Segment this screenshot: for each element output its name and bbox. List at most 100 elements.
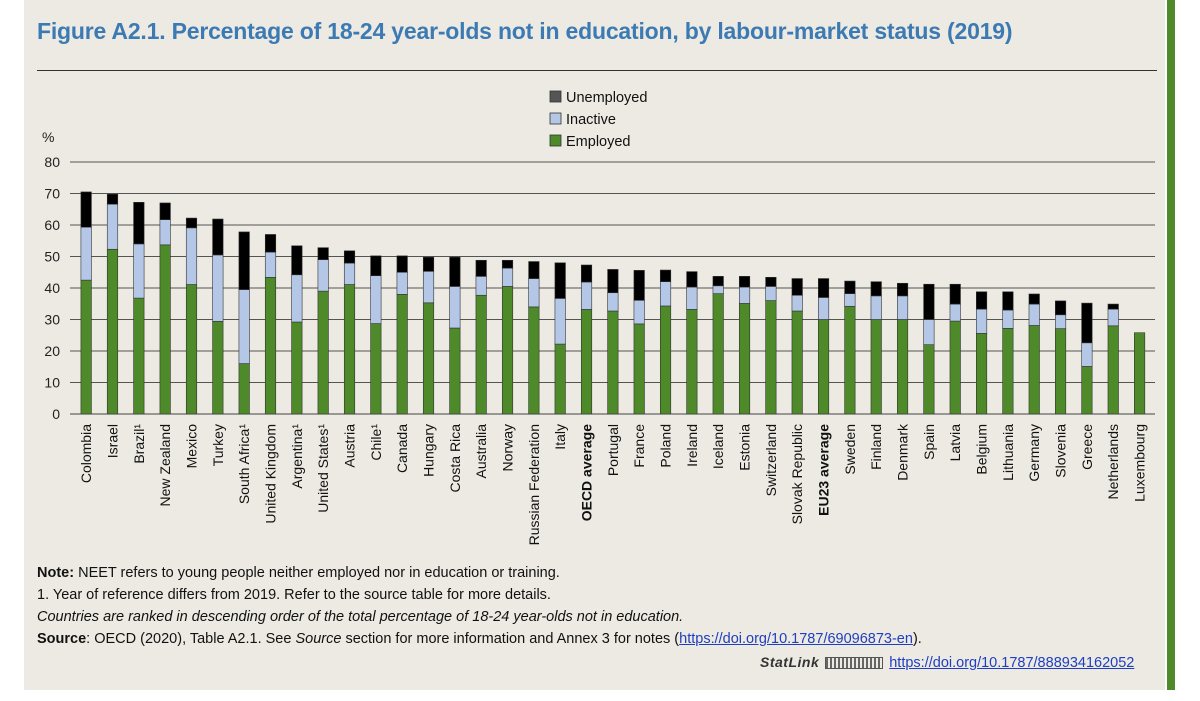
y-tick-label: 70 — [44, 186, 60, 202]
bar-segment-inactive — [976, 308, 988, 334]
y-axis-label: % — [42, 129, 54, 145]
bar-segment-unemployed — [449, 256, 461, 287]
bar-segment-unemployed — [949, 283, 961, 305]
note-label: Note: — [37, 565, 75, 581]
bar-segment-inactive — [949, 303, 961, 322]
bar-segment-employed — [1002, 328, 1014, 415]
bar-segment-employed — [765, 300, 777, 415]
bar-segment-unemployed — [133, 202, 145, 245]
category-label: Turkey — [210, 424, 226, 466]
category-label: Luxembourg — [1132, 424, 1148, 502]
bar-segment-inactive — [80, 226, 92, 281]
y-tick-label: 20 — [44, 343, 60, 359]
y-tick-label: 50 — [44, 249, 60, 265]
category-label: Denmark — [895, 423, 911, 481]
category-label: South Africa¹ — [236, 424, 252, 504]
bar-segment-inactive — [370, 275, 382, 324]
bar-segment-employed — [475, 294, 487, 415]
bar-segment-unemployed — [212, 218, 224, 256]
bar-segment-unemployed — [686, 271, 698, 288]
category-label: Italy — [552, 424, 568, 450]
y-tick-label: 30 — [44, 312, 60, 328]
bar-segment-employed — [80, 279, 92, 415]
y-tick-label: 0 — [52, 406, 60, 422]
bar-segment-unemployed — [1028, 293, 1040, 305]
category-label: United States¹ — [315, 424, 331, 513]
category-label: Spain — [921, 424, 937, 460]
category-label: Australia — [473, 424, 489, 479]
bar-segment-employed — [1107, 325, 1119, 415]
bar-segment-employed — [396, 293, 408, 415]
category-label: Portugal — [605, 424, 621, 476]
bar-segment-inactive — [1028, 303, 1040, 326]
category-label: Sweden — [842, 424, 858, 475]
category-label: Norway — [500, 424, 516, 471]
bar-segment-employed — [1134, 332, 1146, 415]
category-label: Netherlands — [1105, 424, 1121, 500]
bar-segment-inactive — [817, 297, 830, 320]
bar-segment-unemployed — [765, 276, 777, 287]
bar-segment-employed — [238, 363, 250, 415]
statlink: StatLink https://doi.org/10.1787/88893416… — [760, 654, 1134, 671]
bar-segment-unemployed — [580, 264, 593, 283]
bar-segment-inactive — [607, 292, 619, 312]
y-tick-label: 10 — [44, 375, 60, 391]
bar-segment-inactive — [106, 203, 119, 250]
category-label: Estonia — [737, 424, 753, 471]
category-label: Chile¹ — [368, 424, 384, 461]
bar-segment-inactive — [343, 262, 356, 285]
source-text-a: : OECD (2020), Table A2.1. See — [86, 631, 296, 647]
bar-segment-unemployed — [923, 283, 935, 320]
source-italic: Source — [295, 631, 342, 647]
note-text: NEET refers to young people neither empl… — [74, 565, 560, 581]
bar-segment-employed — [791, 310, 803, 415]
category-label: Brazil¹ — [131, 424, 147, 464]
y-tick-label: 80 — [44, 154, 60, 170]
bar-segment-inactive — [291, 274, 303, 323]
statlink-logo-icon — [825, 657, 884, 670]
category-label: Belgium — [974, 424, 990, 475]
bar-segment-unemployed — [370, 255, 382, 277]
category-label: Russian Federation — [526, 424, 542, 545]
category-label: Hungary — [421, 424, 437, 477]
source-label: Source — [37, 631, 87, 647]
bar-segment-inactive — [396, 271, 408, 295]
footnote-1: 1. Year of reference differs from 2019. … — [37, 587, 551, 603]
bar-segment-unemployed — [159, 202, 171, 220]
legend-label: Employed — [566, 134, 630, 150]
bar-segment-employed — [580, 309, 593, 415]
bar-segment-employed — [976, 333, 988, 415]
bar-segment-inactive — [686, 286, 698, 310]
category-label: Germany — [1026, 424, 1042, 482]
bar-segment-unemployed — [343, 250, 356, 264]
bar-segment-inactive — [554, 298, 566, 345]
legend-swatch — [549, 90, 562, 103]
bar-segment-employed — [264, 276, 277, 415]
category-label: Ireland — [684, 424, 700, 467]
bar-segment-unemployed — [870, 281, 882, 297]
bar-segment-unemployed — [844, 280, 856, 294]
category-label: United Kingdom — [263, 424, 279, 524]
bar-segment-unemployed — [422, 256, 435, 272]
bar-segment-inactive — [580, 281, 593, 310]
bar-segment-employed — [1055, 328, 1067, 415]
bar-segment-unemployed — [1107, 303, 1119, 310]
figure-title: Figure A2.1. Percentage of 18-24 year-ol… — [37, 18, 1013, 44]
category-label: Latvia — [947, 424, 963, 462]
bar-segment-unemployed — [317, 247, 329, 260]
bar-segment-unemployed — [659, 269, 672, 283]
bar-segment-inactive — [159, 219, 171, 246]
bar-segment-unemployed — [633, 270, 645, 301]
category-label: Mexico — [184, 424, 200, 469]
legend-swatch — [549, 112, 562, 125]
bar-segment-employed — [659, 305, 672, 415]
category-label: Austria — [342, 424, 358, 468]
bar-segment-unemployed — [1055, 300, 1067, 316]
bar-segment-inactive — [449, 286, 461, 329]
source-link[interactable]: https://doi.org/10.1787/69096873-en — [679, 631, 913, 647]
bar-segment-inactive — [791, 294, 803, 312]
category-label: Canada — [394, 424, 410, 473]
statlink-url[interactable]: https://doi.org/10.1787/888934162052 — [889, 655, 1135, 671]
bar-segment-unemployed — [475, 259, 487, 277]
